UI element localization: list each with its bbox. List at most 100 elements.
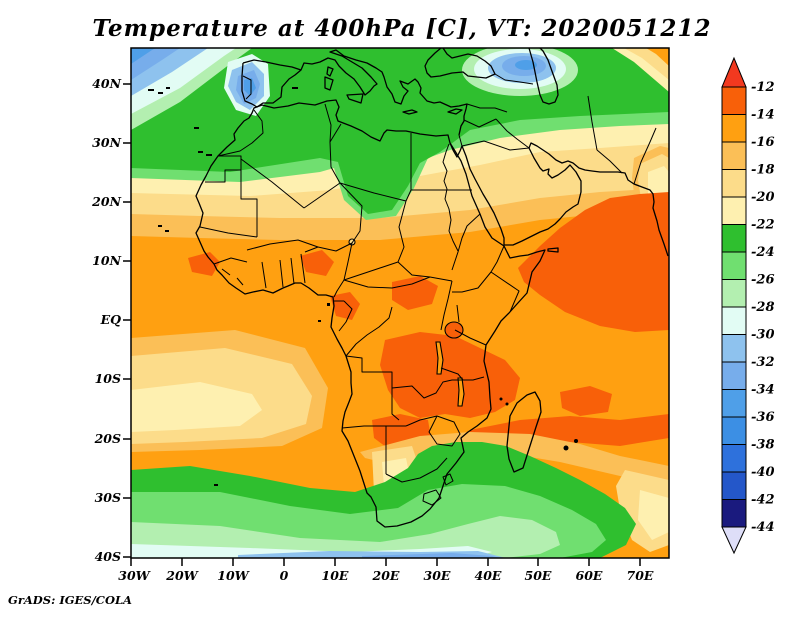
- border-morocco-algeria: [217, 109, 264, 157]
- border-spain-portugal: [242, 75, 252, 100]
- colorbar-label: -34: [751, 383, 775, 398]
- colorbar-label: -32: [751, 355, 775, 370]
- lon-label: 20E: [372, 568, 400, 583]
- colorbar-segment: [721, 444, 747, 473]
- colorbar-label: -38: [751, 438, 775, 453]
- colorbar-segment: [721, 499, 747, 528]
- lake-tanganyika: [435, 341, 444, 375]
- colorbar-segment: [721, 361, 747, 390]
- colorbar-segment: [721, 251, 747, 280]
- coastline-caspian: [528, 48, 559, 105]
- field-red-benin: [300, 250, 334, 276]
- field-red-arabian-sea: [518, 192, 669, 332]
- island-azores: [166, 87, 170, 89]
- coastlines: [195, 48, 669, 528]
- colorbar-segment: [721, 86, 747, 115]
- coastline-iberia-north: [242, 59, 302, 71]
- coastline-sinai: [449, 142, 463, 158]
- lakes: [348, 238, 465, 407]
- field-red-guinea: [188, 252, 220, 276]
- colorbar-segment: [721, 416, 747, 445]
- lat-label: 40S: [95, 549, 121, 564]
- island-cape-verde: [158, 225, 162, 227]
- island-crete: [402, 109, 418, 115]
- colorbar-segment: [721, 169, 747, 198]
- colorbar-segment: [721, 471, 747, 500]
- colorbar-segment: [721, 141, 747, 170]
- border-libya-egypt: [339, 133, 472, 202]
- field-nw-blue: [131, 48, 180, 80]
- island-comoros: [499, 397, 503, 401]
- island-sicily: [346, 93, 364, 104]
- lat-label: 10S: [95, 371, 121, 386]
- border-chad-sudan: [343, 200, 453, 282]
- coastline-black-sea: [424, 48, 496, 79]
- border-gabon-congo: [333, 300, 393, 357]
- island-azores: [148, 89, 154, 91]
- field-ne-gold: [624, 48, 669, 80]
- grads-credit: GrADS: IGES/COLA: [8, 593, 132, 607]
- colorbar-label: -12: [751, 80, 775, 95]
- island-canary: [198, 151, 203, 153]
- lon-label: 60E: [576, 568, 603, 583]
- lon-label: 10E: [322, 568, 349, 583]
- island-madeira: [194, 127, 199, 129]
- colorbar-segments: [721, 86, 747, 528]
- colorbar-segment: [721, 224, 747, 253]
- lon-label: 50E: [525, 568, 552, 583]
- colorbar-label: -36: [751, 410, 775, 425]
- island-azores: [158, 92, 163, 94]
- lat-label: 20S: [94, 431, 121, 446]
- lat-label: 20N: [91, 194, 121, 209]
- border-southern-africa: [341, 355, 463, 483]
- border-drc-east-africa: [343, 276, 487, 381]
- island-bioko: [327, 303, 330, 306]
- colorbar-labels: -12 -14 -16 -18 -20 -22 -24 -26 -28 -30 …: [751, 80, 775, 535]
- field-red-tanzania: [560, 386, 612, 416]
- island-cape-verde: [165, 230, 169, 232]
- colorbar-label: -24: [751, 245, 775, 260]
- border-west-africa: [213, 239, 319, 289]
- lon-label: 30E: [424, 568, 451, 583]
- island-sao-tome: [318, 320, 321, 322]
- colorbar-label: -22: [751, 218, 775, 233]
- lon-label: 70E: [627, 568, 654, 583]
- colorbar-label: -44: [751, 520, 775, 535]
- lat-label: EQ: [100, 312, 122, 327]
- field-south-blue: [362, 553, 500, 558]
- lake-victoria: [444, 321, 464, 339]
- coastline-africa: [195, 99, 546, 528]
- colorbar-segment: [721, 306, 747, 335]
- colorbar: -12 -14 -16 -18 -20 -22 -24 -26 -28 -30 …: [721, 56, 775, 555]
- coastline-arabia-india: [461, 142, 669, 257]
- colorbar-segment: [721, 389, 747, 418]
- colorbar-label: -14: [751, 108, 775, 123]
- island-reunion: [563, 445, 569, 451]
- lon-label: 0: [280, 568, 289, 583]
- temperature-field: [131, 48, 669, 558]
- lon-label: 40E: [475, 568, 502, 583]
- colorbar-arrow-down: [721, 526, 747, 555]
- border-algeria-south: [240, 103, 342, 209]
- chart-title: Temperature at 400hPa [C], VT: 202005121…: [93, 15, 712, 42]
- colorbar-label: -26: [751, 273, 775, 288]
- colorbar-segment: [721, 196, 747, 225]
- border-western-sahara: [205, 155, 242, 183]
- lon-label: 30W: [118, 568, 151, 583]
- lon-axis-labels: 30W 20W 10W 0 10E 20E 30E 40E 50E 60E 70…: [118, 568, 654, 583]
- lat-axis-labels: 40N 30N 20N 10N EQ 10S 20S 30S 40S: [91, 76, 121, 564]
- field-se-pale-yellow: [638, 490, 669, 540]
- lon-label: 20W: [165, 568, 199, 583]
- colorbar-segment: [721, 334, 747, 363]
- island-canary: [206, 154, 212, 156]
- lat-label: 30S: [95, 490, 121, 505]
- colorbar-label: -16: [751, 135, 775, 150]
- colorbar-label: -28: [751, 300, 775, 315]
- island-corsica: [326, 66, 334, 77]
- country-borders: [199, 73, 657, 506]
- island-sardinia: [324, 76, 334, 91]
- map-frame: [130, 47, 670, 559]
- lat-label: 30N: [92, 135, 121, 150]
- island-socotra: [547, 247, 559, 253]
- coastline-europe: [241, 49, 468, 136]
